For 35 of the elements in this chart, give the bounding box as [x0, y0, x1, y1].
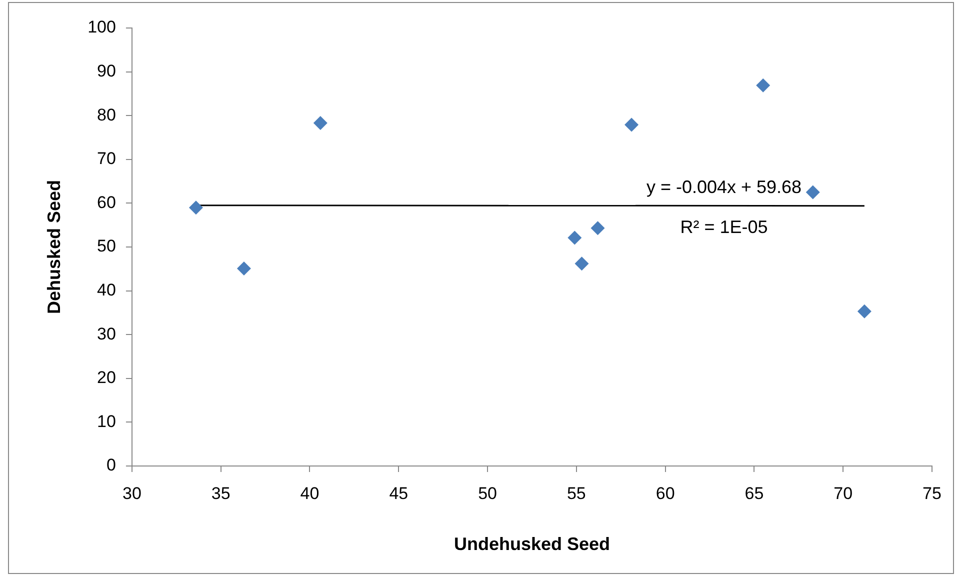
- y-tick-label: 80: [97, 105, 116, 124]
- point: [624, 118, 639, 132]
- x-tick-label: 70: [834, 484, 853, 503]
- x-tick-label: 50: [478, 484, 497, 503]
- x-tick-label: 45: [389, 484, 408, 503]
- annotation: R² = 1E-05: [680, 216, 768, 237]
- y-tick-label: 0: [106, 456, 116, 475]
- x-tick-label: 40: [300, 484, 320, 503]
- point: [590, 221, 605, 236]
- x-tick-label: 65: [744, 484, 764, 503]
- y-tick-label: 90: [97, 61, 116, 80]
- y-tick-label: 30: [97, 324, 116, 344]
- point: [806, 185, 820, 200]
- x-tick-label: 35: [211, 484, 230, 503]
- point: [857, 304, 872, 318]
- x-tick-label: 30: [122, 484, 142, 503]
- point: [568, 230, 582, 245]
- point: [756, 78, 770, 92]
- y-tick-label: 20: [97, 368, 116, 388]
- point: [188, 200, 203, 215]
- point: [574, 256, 589, 271]
- point: [236, 261, 251, 276]
- y-tick-label: 10: [97, 412, 116, 431]
- x-axis-title: Undehusked Seed: [454, 534, 610, 554]
- y-tick-label: 60: [97, 192, 116, 212]
- annotation: y = -0.004x + 59.68: [646, 176, 802, 197]
- x-tick-label: 60: [656, 484, 675, 503]
- x-tick-label: 55: [566, 484, 586, 503]
- point: [313, 116, 328, 130]
- y-axis-title: Dehusked Seed: [44, 180, 64, 314]
- y-tick-label: 70: [97, 149, 116, 168]
- x-tick-label: 75: [922, 484, 942, 503]
- y-tick-label: 100: [88, 18, 116, 37]
- y-tick-label: 40: [97, 280, 116, 300]
- y-tick-label: 50: [97, 236, 116, 256]
